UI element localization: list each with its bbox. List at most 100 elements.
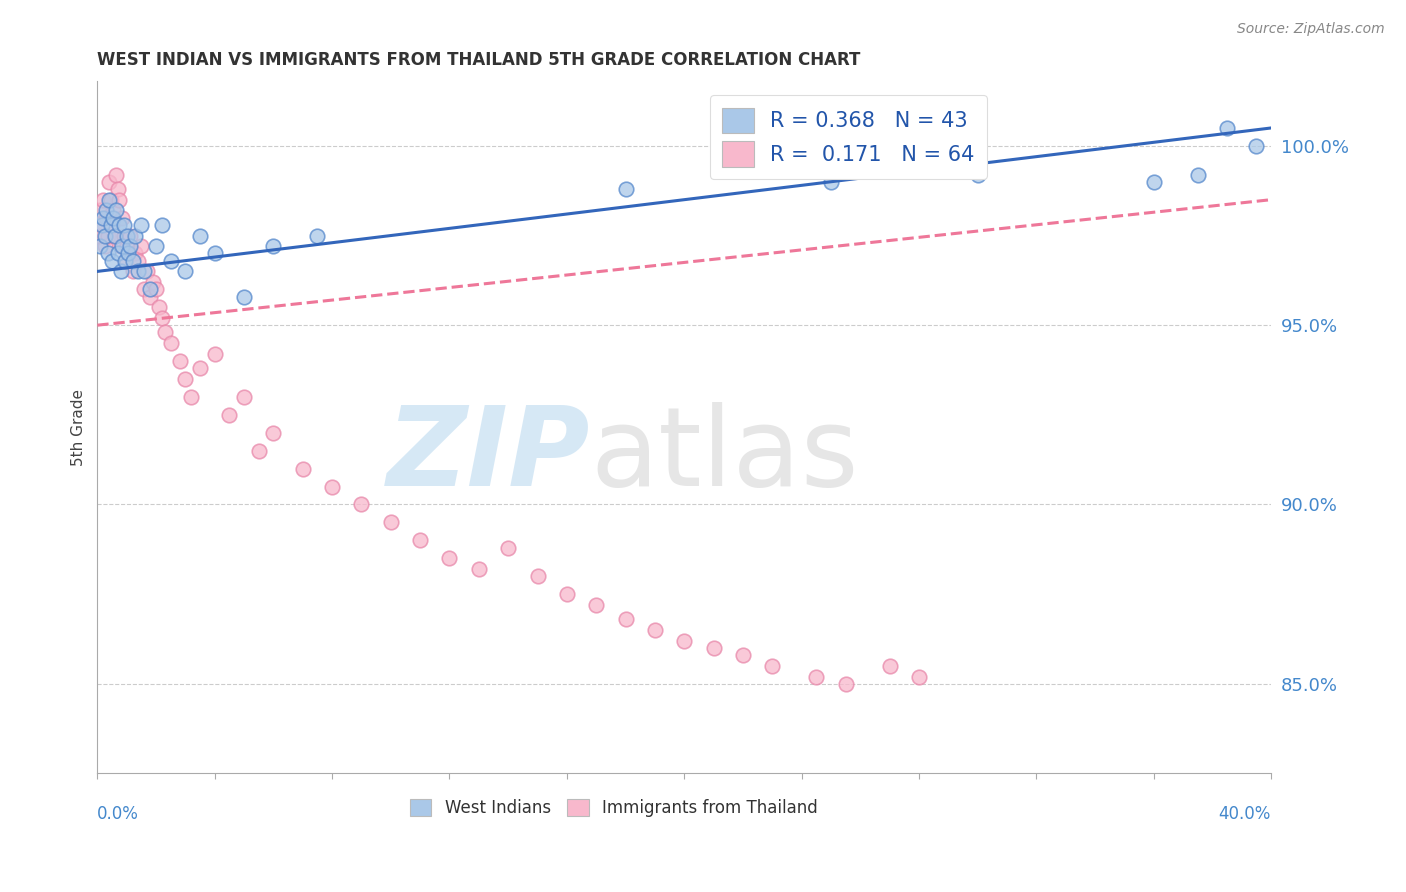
Point (108, 218, 131, 232)
Point (98, 193, 121, 207)
Point (262, 239, 284, 253)
Point (218, 408, 240, 422)
Point (233, 289, 256, 303)
Point (90, 218, 112, 232)
Text: 40.0%: 40.0% (1219, 805, 1271, 822)
Point (118, 228, 141, 243)
Point (180, 390, 202, 404)
Point (673, 633, 696, 648)
Point (89, 203, 111, 218)
Point (101, 253, 124, 268)
Point (150, 311, 173, 326)
Point (159, 253, 181, 268)
Point (644, 623, 666, 637)
Point (145, 282, 167, 296)
Point (526, 569, 548, 583)
Point (115, 239, 138, 253)
Point (103, 203, 125, 218)
Point (91, 193, 114, 207)
Point (90, 218, 112, 232)
Point (731, 648, 754, 662)
Point (409, 533, 432, 548)
Point (1143, 175, 1166, 189)
Point (105, 168, 128, 182)
Point (834, 677, 856, 691)
Point (468, 562, 491, 576)
Text: Source: ZipAtlas.com: Source: ZipAtlas.com (1237, 22, 1385, 37)
Point (100, 218, 122, 232)
Point (169, 354, 191, 368)
Point (703, 640, 725, 655)
Point (188, 361, 211, 376)
Point (127, 264, 149, 278)
Point (100, 193, 122, 207)
Point (148, 300, 170, 314)
Point (107, 182, 129, 196)
Point (121, 264, 143, 278)
Point (104, 228, 127, 243)
Point (121, 253, 143, 268)
Point (820, 175, 842, 189)
Point (104, 228, 127, 243)
Point (110, 239, 132, 253)
Legend: West Indians, Immigrants from Thailand: West Indians, Immigrants from Thailand (404, 792, 825, 824)
Point (89, 239, 111, 253)
Point (247, 443, 270, 458)
Point (124, 246, 146, 260)
Point (153, 326, 176, 340)
Point (174, 264, 197, 278)
Point (110, 264, 132, 278)
Point (103, 211, 125, 225)
Point (139, 282, 162, 296)
Point (1187, 168, 1209, 182)
Point (262, 425, 284, 440)
Text: atlas: atlas (591, 401, 859, 508)
Point (585, 598, 607, 612)
Point (188, 228, 211, 243)
Point (174, 372, 197, 386)
Text: WEST INDIAN VS IMMIGRANTS FROM THAILAND 5TH GRADE CORRELATION CHART: WEST INDIAN VS IMMIGRANTS FROM THAILAND … (97, 51, 860, 69)
Point (879, 658, 901, 673)
Point (139, 289, 162, 303)
Point (97, 246, 120, 260)
Point (101, 218, 124, 232)
Point (107, 246, 129, 260)
Point (291, 461, 314, 475)
Point (150, 218, 173, 232)
Point (134, 282, 156, 296)
Point (1216, 120, 1239, 135)
Point (115, 228, 138, 243)
Point (233, 390, 256, 404)
Point (761, 658, 783, 673)
Point (96, 203, 118, 218)
Point (93, 239, 115, 253)
Point (966, 168, 988, 182)
Point (124, 228, 146, 243)
Point (350, 498, 373, 512)
Point (127, 253, 149, 268)
Point (98, 175, 121, 189)
Point (105, 203, 128, 218)
Point (204, 347, 226, 361)
Point (555, 587, 578, 601)
Point (1246, 139, 1268, 153)
Point (908, 670, 931, 684)
Point (114, 253, 136, 268)
Point (91, 211, 114, 225)
Point (114, 253, 136, 268)
Point (93, 228, 115, 243)
Point (117, 246, 139, 260)
Point (131, 218, 153, 232)
Text: ZIP: ZIP (387, 401, 591, 508)
Point (131, 239, 153, 253)
Y-axis label: 5th Grade: 5th Grade (72, 389, 86, 466)
Point (112, 218, 135, 232)
Point (321, 479, 343, 493)
Point (806, 670, 828, 684)
Point (96, 211, 118, 225)
Point (118, 239, 141, 253)
Point (97, 228, 120, 243)
Point (111, 211, 134, 225)
Point (614, 612, 637, 626)
Point (134, 264, 156, 278)
